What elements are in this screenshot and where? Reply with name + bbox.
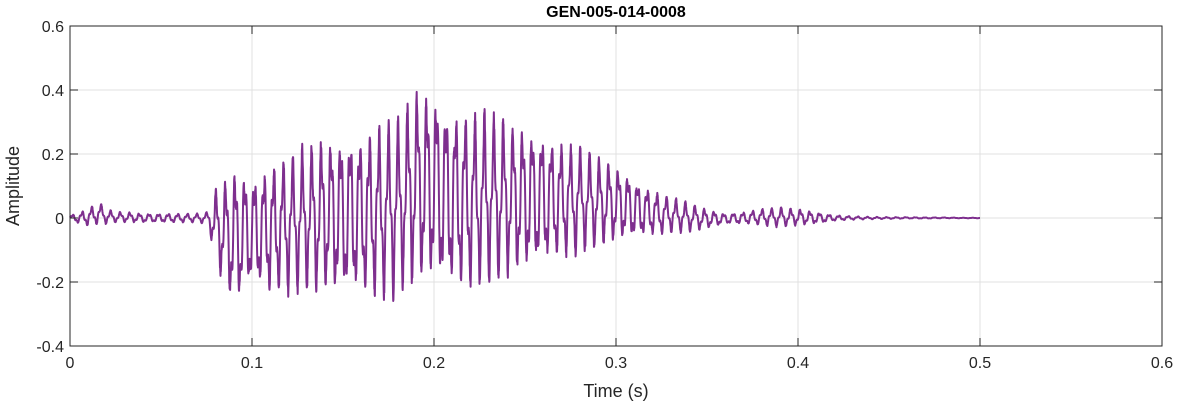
signal-line	[69, 90, 981, 303]
x-axis-label: Time (s)	[583, 381, 648, 401]
x-tick-label: 0.6	[1151, 355, 1173, 372]
x-tick-label: 0.1	[241, 355, 263, 372]
axis-ticks: 0 0.1 0.2 0.3 0.4 0.5 0.6 -0.4 -0.2 0 0.2 0.4 0.6	[36, 19, 1173, 372]
y-tick-label: 0.4	[42, 83, 64, 100]
x-tick-label: 0.5	[969, 355, 991, 372]
y-tick-label: 0	[55, 211, 64, 228]
x-tick-label: 0.3	[605, 355, 627, 372]
x-tick-label: 0.2	[423, 355, 445, 372]
x-tick-label: 0	[66, 355, 75, 372]
x-tick-label: 0.4	[787, 355, 809, 372]
y-tick-label: 0.6	[42, 19, 64, 36]
chart-title: GEN-005-014-0008	[546, 4, 686, 21]
y-tick-label: -0.4	[36, 339, 64, 356]
series-layer	[69, 90, 981, 303]
y-tick-label: -0.2	[36, 275, 64, 292]
y-axis-label: Amplitude	[3, 146, 23, 226]
y-tick-label: 0.2	[42, 147, 64, 164]
